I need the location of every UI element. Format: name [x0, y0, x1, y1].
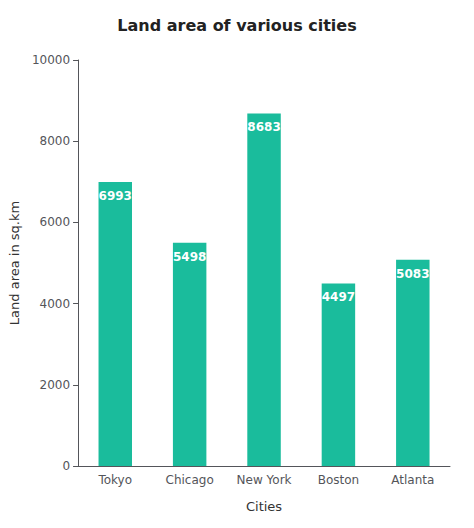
svg-text:5498: 5498: [173, 250, 206, 264]
svg-text:6000: 6000: [40, 215, 71, 229]
svg-text:0: 0: [62, 459, 70, 473]
svg-text:10000: 10000: [32, 53, 70, 67]
svg-text:Boston: Boston: [318, 473, 359, 487]
svg-text:5083: 5083: [396, 267, 429, 281]
svg-text:4497: 4497: [322, 290, 355, 304]
svg-text:2000: 2000: [40, 378, 71, 392]
svg-text:8000: 8000: [40, 134, 71, 148]
svg-text:Land area in sq.km: Land area in sq.km: [7, 201, 22, 325]
svg-text:Cities: Cities: [246, 499, 282, 514]
svg-text:New York: New York: [237, 473, 292, 487]
svg-text:6993: 6993: [99, 189, 132, 203]
svg-text:8683: 8683: [247, 120, 280, 134]
svg-text:Chicago: Chicago: [166, 473, 214, 487]
svg-text:Atlanta: Atlanta: [391, 473, 434, 487]
svg-text:Tokyo: Tokyo: [97, 473, 132, 487]
svg-text:4000: 4000: [40, 297, 71, 311]
svg-text:Land area of various cities: Land area of various cities: [117, 16, 356, 35]
